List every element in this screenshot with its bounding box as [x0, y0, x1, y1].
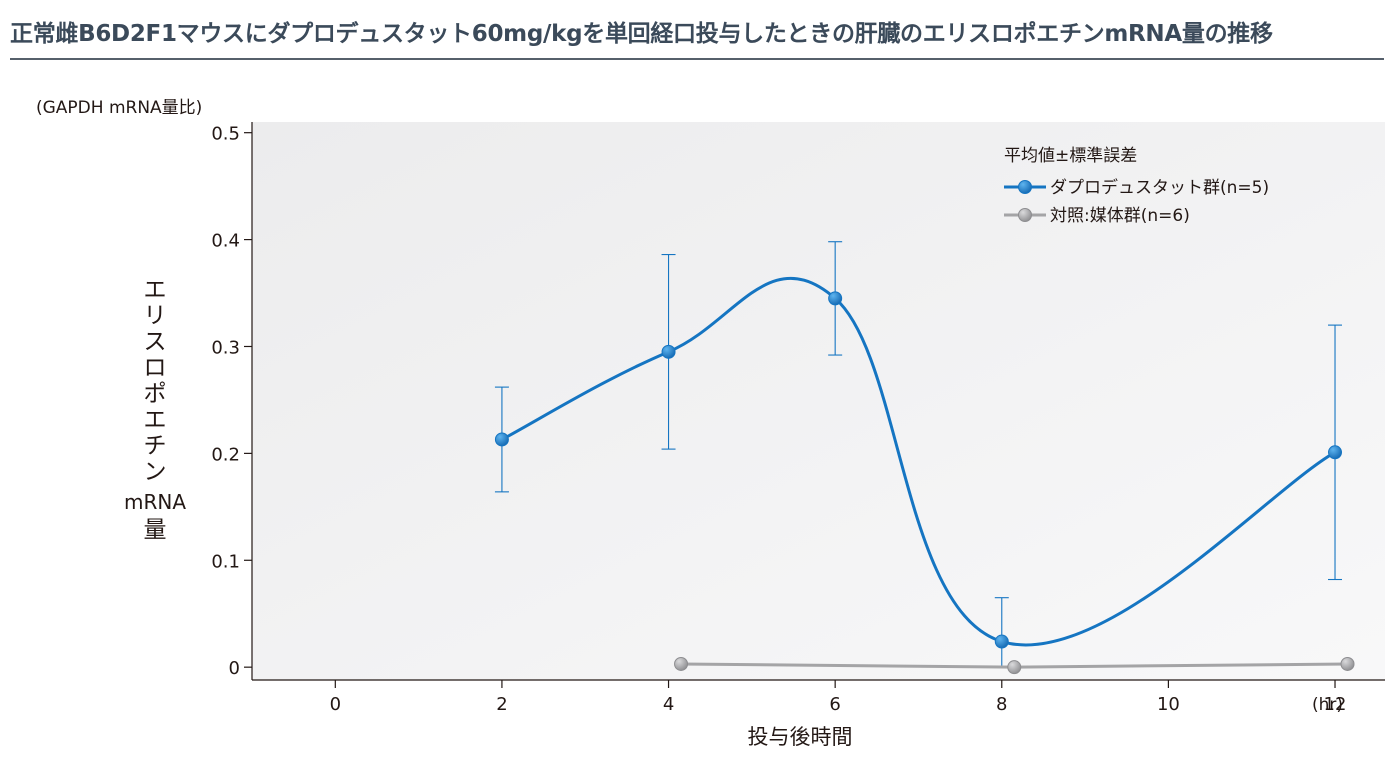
x-tick-label: 4: [663, 694, 674, 715]
y-axis-label: エリスロポエチンmRNA量: [124, 277, 186, 543]
data-point-dapro: [1328, 445, 1343, 460]
x-tick-label: 0: [330, 694, 341, 715]
y-axis-label-line: エ: [144, 277, 167, 303]
y-axis-label-line: チ: [144, 433, 167, 459]
legend-swatch-dapro-marker: [1018, 180, 1032, 194]
legend-label-dapro: ダプロデュスタット群(n=5): [1050, 177, 1269, 198]
legend-title: 平均値±標準誤差: [1004, 146, 1137, 166]
y-axis: 0 0.1 0.2 0.3 0.4 0.5: [211, 122, 253, 680]
legend-label-control: 対照:媒体群(n=6): [1050, 206, 1190, 226]
plot-area: [252, 122, 1385, 680]
y-tick-label: 0.1: [211, 551, 240, 572]
legend: 平均値±標準誤差 ダプロデュスタット群(n=5) 対照:媒体群(n=6): [1004, 146, 1269, 226]
y-axis-label-line: リ: [144, 303, 167, 329]
y-axis-label-line: 量: [144, 517, 167, 543]
y-tick-label: 0.3: [211, 337, 240, 358]
x-tick-label: 2: [496, 694, 507, 715]
series-points: [494, 291, 1355, 675]
data-point-dapro: [828, 291, 843, 306]
data-point-control: [1340, 656, 1355, 671]
x-axis: 0 2 4 6 8 10 12: [252, 679, 1385, 715]
series-line-dapro: [501, 276, 1336, 647]
x-tick-label: 6: [829, 694, 840, 715]
x-tick-label: 8: [996, 694, 1007, 715]
x-axis-label: 投与後時間: [748, 725, 853, 749]
y-axis-label-line: mRNA: [124, 490, 186, 514]
x-axis-unit: (hr): [1312, 695, 1343, 715]
y-tick-label: 0: [229, 658, 240, 679]
title-divider: [10, 58, 1384, 60]
y-axis-label-line: ス: [144, 329, 167, 355]
x-tick-label: 10: [1157, 694, 1180, 715]
data-point-dapro: [661, 344, 676, 359]
data-point-control: [1007, 660, 1022, 675]
chart-title: 正常雌B6D2F1マウスにダプロデュスタット60mg/kgを単回経口投与したとき…: [10, 21, 1273, 47]
data-point-dapro: [994, 634, 1009, 649]
y-tick-label: 0.4: [211, 231, 240, 252]
y-axis-label-line: エ: [144, 407, 167, 433]
y-tick-label: 0.2: [211, 444, 240, 465]
y-axis-label-line: ポ: [144, 381, 167, 407]
legend-swatch-control-marker: [1018, 208, 1032, 222]
x-tick-label: 12: [1324, 694, 1347, 715]
y-axis-label-line: ン: [144, 459, 167, 485]
data-point-dapro: [494, 432, 509, 447]
y-unit-note: (GAPDH mRNA量比): [36, 98, 202, 118]
data-point-control: [674, 656, 689, 671]
y-tick-label: 0.5: [211, 124, 240, 145]
y-axis-label-line: ロ: [144, 355, 167, 381]
